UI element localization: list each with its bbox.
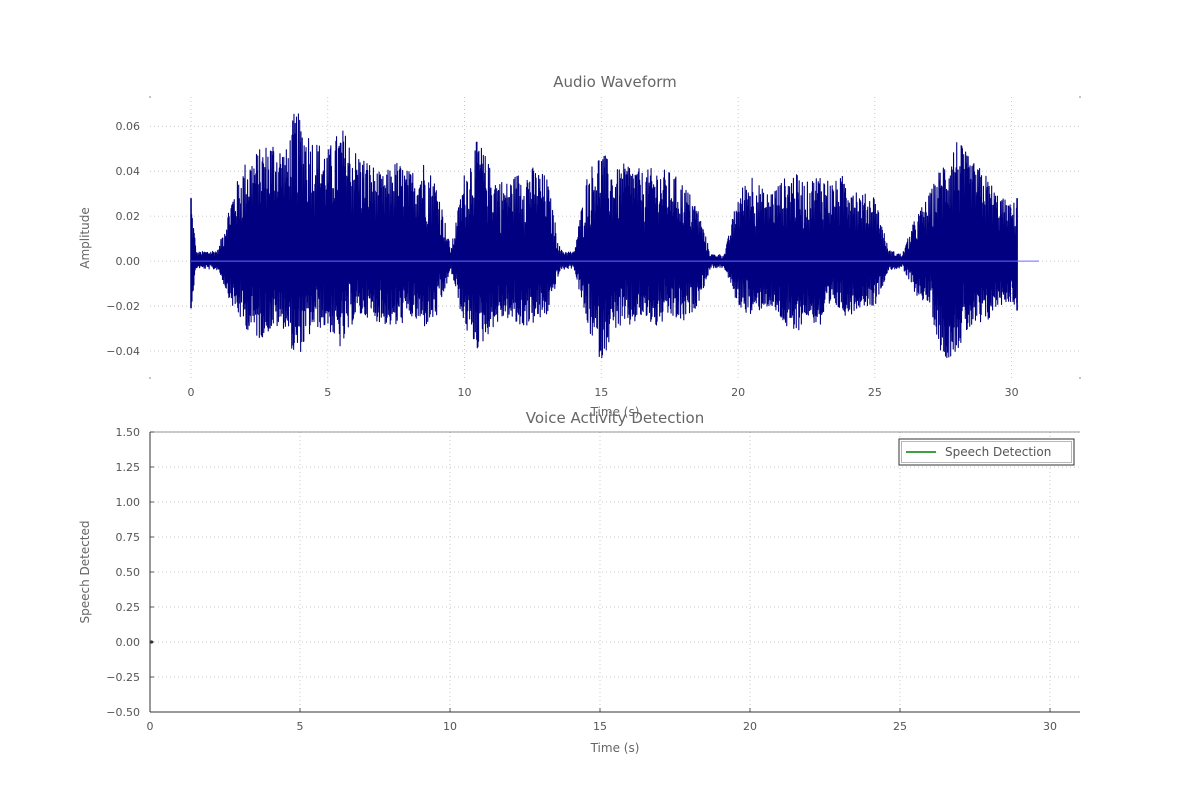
- y-tick-label: 0.75: [116, 531, 141, 544]
- vad-legend: Speech Detection: [898, 438, 1075, 466]
- x-tick-label: 10: [458, 386, 472, 399]
- y-tick-label: 0.25: [116, 601, 141, 614]
- x-tick-label: 20: [731, 386, 745, 399]
- y-tick-label: −0.04: [106, 345, 140, 358]
- waveform-chart: Audio Waveform Time (s) Amplitude 0 5 10 15…: [78, 73, 1081, 419]
- x-tick-label: 30: [1005, 386, 1019, 399]
- vad-title: Voice Activity Detection: [526, 409, 704, 427]
- waveform-x-ticks: 0 5 10 15 20 25 30: [188, 386, 1019, 399]
- y-tick-label: 0.02: [116, 210, 141, 223]
- y-tick-label: −0.50: [106, 706, 140, 719]
- vad-y-axis-label: Speech Detected: [78, 520, 92, 623]
- speech-detection-point: [149, 640, 154, 644]
- legend-label-speech-detection: Speech Detection: [945, 445, 1051, 459]
- legend-inner-frame: [901, 441, 1072, 463]
- waveform-y-axis-label: Amplitude: [78, 207, 92, 269]
- x-tick-label: 5: [324, 386, 331, 399]
- y-tick-label: −0.25: [106, 671, 140, 684]
- waveform-y-ticks: −0.04 −0.02 0.00 0.02 0.04 0.06: [106, 120, 140, 358]
- x-tick-label: 0: [188, 386, 195, 399]
- x-tick-label: 0: [147, 720, 154, 733]
- y-tick-label: −0.02: [106, 300, 140, 313]
- axis-corner-mark: [1079, 377, 1081, 379]
- y-tick-label: 1.25: [116, 461, 141, 474]
- y-tick-label: 1.50: [116, 426, 141, 439]
- vad-axes-frame: [149, 431, 1080, 713]
- x-tick-label: 15: [594, 386, 608, 399]
- vad-y-ticks: −0.50 −0.25 0.00 0.25 0.50 0.75 1.00 1.25 1.50: [106, 426, 140, 719]
- x-tick-label: 10: [443, 720, 457, 733]
- y-tick-label: 0.50: [116, 566, 141, 579]
- y-tick-label: 0.00: [116, 255, 141, 268]
- x-tick-label: 30: [1043, 720, 1057, 733]
- x-tick-label: 15: [593, 720, 607, 733]
- x-tick-label: 5: [297, 720, 304, 733]
- vad-x-ticks: 0 5 10 15 20 25 30: [147, 720, 1058, 733]
- vad-chart: Voice Activity Detection Time (s) Speech…: [78, 409, 1080, 755]
- vad-x-axis-label: Time (s): [590, 741, 640, 755]
- x-tick-label: 25: [893, 720, 907, 733]
- waveform-title: Audio Waveform: [553, 73, 677, 91]
- axis-corner-mark: [1079, 96, 1081, 98]
- y-tick-label: 0.06: [116, 120, 141, 133]
- axis-corner-mark: [149, 377, 151, 379]
- x-tick-label: 25: [868, 386, 882, 399]
- y-tick-label: 0.00: [116, 636, 141, 649]
- waveform-line: [190, 113, 1018, 359]
- vad-grid: [149, 431, 1080, 713]
- y-tick-label: 0.04: [116, 165, 141, 178]
- axis-corner-mark: [149, 96, 151, 98]
- waveform-series: [190, 113, 1039, 359]
- vad-series: [149, 640, 154, 644]
- x-tick-label: 20: [743, 720, 757, 733]
- y-tick-label: 1.00: [116, 496, 141, 509]
- legend-frame: [898, 438, 1075, 466]
- waveform-x-axis-label: Time (s): [590, 405, 640, 419]
